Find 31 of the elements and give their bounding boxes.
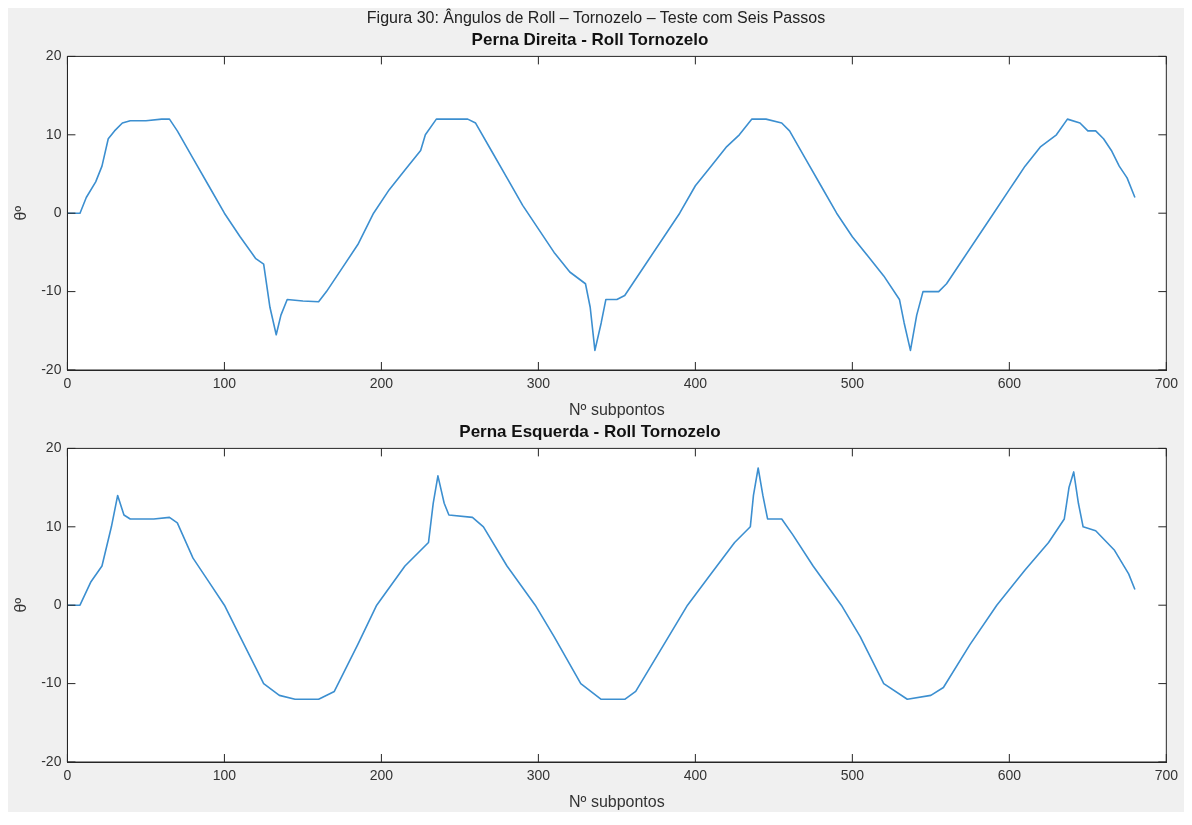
x-axis-title: Nº subpontos xyxy=(569,400,665,418)
y-tick-label: -20 xyxy=(41,752,62,769)
text: Figura 30: Ângulos de Roll – Tornozelo – Teste com Seis Passos xyxy=(365,8,827,28)
x-tick-label: 500 xyxy=(840,375,865,392)
y-tick-label: 20 xyxy=(45,439,62,456)
x-tick-label: 100 xyxy=(212,767,237,784)
x-tick-label: 300 xyxy=(526,375,551,392)
x-tick-label: 500 xyxy=(840,767,865,784)
x-axis-title: Nº subpontos xyxy=(569,792,665,810)
y-axis-title: θº xyxy=(12,597,30,613)
y-tick-label: 20 xyxy=(45,47,62,64)
x-tick-label: 600 xyxy=(997,767,1022,784)
x-tick-label: 400 xyxy=(683,767,708,784)
x-tick-label: 700 xyxy=(1154,375,1179,392)
chart-title: Perna Direita - Roll Tornozelo xyxy=(471,29,709,49)
y-tick-label: 10 xyxy=(45,125,62,142)
y-tick-label: -10 xyxy=(41,674,62,691)
y-tick-label: 10 xyxy=(45,517,62,534)
x-tick-label: 200 xyxy=(369,375,394,392)
x-tick-label: 700 xyxy=(1154,767,1179,784)
x-tick-label: 200 xyxy=(369,767,394,784)
x-tick-label: 100 xyxy=(212,375,237,392)
x-tick-label: 300 xyxy=(526,767,551,784)
y-tick-label: 0 xyxy=(53,596,62,613)
x-tick-label: 600 xyxy=(997,375,1022,392)
chart-title: Perna Esquerda - Roll Tornozelo xyxy=(459,421,721,441)
y-tick-label: -10 xyxy=(41,282,62,299)
y-tick-label: 0 xyxy=(53,204,62,221)
y-axis-title: θº xyxy=(12,205,30,221)
x-tick-label: 400 xyxy=(683,375,708,392)
y-tick-label: -20 xyxy=(41,360,62,377)
